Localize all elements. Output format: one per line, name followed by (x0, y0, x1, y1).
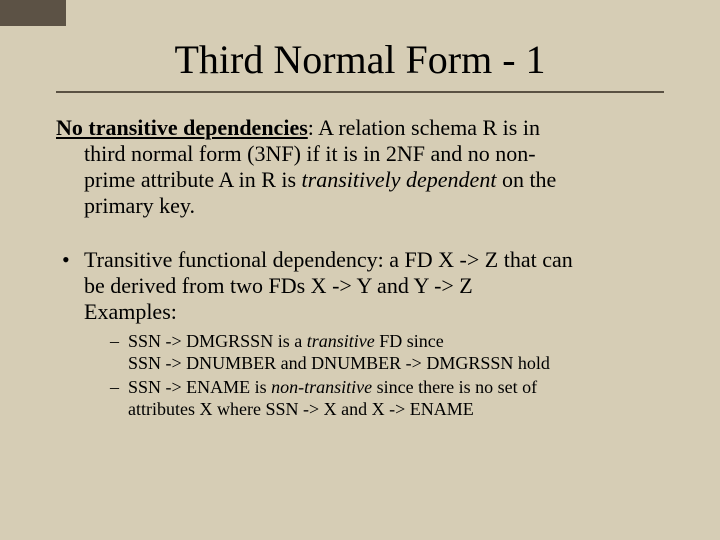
sub2-b: since there is no set of (372, 377, 537, 397)
sub1-ital: transitive (307, 331, 375, 351)
title-rule (56, 91, 664, 93)
para-text-3b: on the (496, 167, 556, 192)
corner-accent (0, 0, 66, 26)
lead-phrase: No transitive dependencies (56, 115, 308, 140)
slide: Third Normal Form - 1 No transitive depe… (0, 0, 720, 540)
para-line-3: prime attribute A in R is transitively d… (56, 167, 664, 193)
bullet-line-1: Transitive functional dependency: a FD X… (84, 247, 573, 272)
sub-item-2: SSN -> ENAME is non-transitive since the… (128, 377, 664, 421)
bullet-item: Transitive functional dependency: a FD X… (56, 247, 664, 325)
sub1-b: FD since (375, 331, 444, 351)
definition-paragraph: No transitive dependencies: A relation s… (56, 115, 664, 219)
para-line-2: third normal form (3NF) if it is in 2NF … (56, 141, 664, 167)
slide-title: Third Normal Form - 1 (56, 36, 664, 83)
para-text-3a: prime attribute A in R is (84, 167, 302, 192)
para-italic: transitively dependent (302, 167, 497, 192)
para-line-4: primary key. (56, 193, 664, 219)
sub-item-1: SSN -> DMGRSSN is a transitive FD since … (128, 331, 664, 375)
bullet-line-3: Examples: (84, 299, 177, 324)
sub1-a: SSN -> DMGRSSN is a (128, 331, 307, 351)
sub-list: SSN -> DMGRSSN is a transitive FD since … (56, 331, 664, 421)
sub2-line2: attributes X where SSN -> X and X -> ENA… (128, 399, 474, 419)
sub1-line2: SSN -> DNUMBER and DNUMBER -> DMGRSSN ho… (128, 353, 550, 373)
sub2-ital: non-transitive (271, 377, 372, 397)
sub2-a: SSN -> ENAME is (128, 377, 271, 397)
bullet-line-2: be derived from two FDs X -> Y and Y -> … (84, 273, 473, 298)
para-text-1: : A relation schema R is in (308, 115, 540, 140)
